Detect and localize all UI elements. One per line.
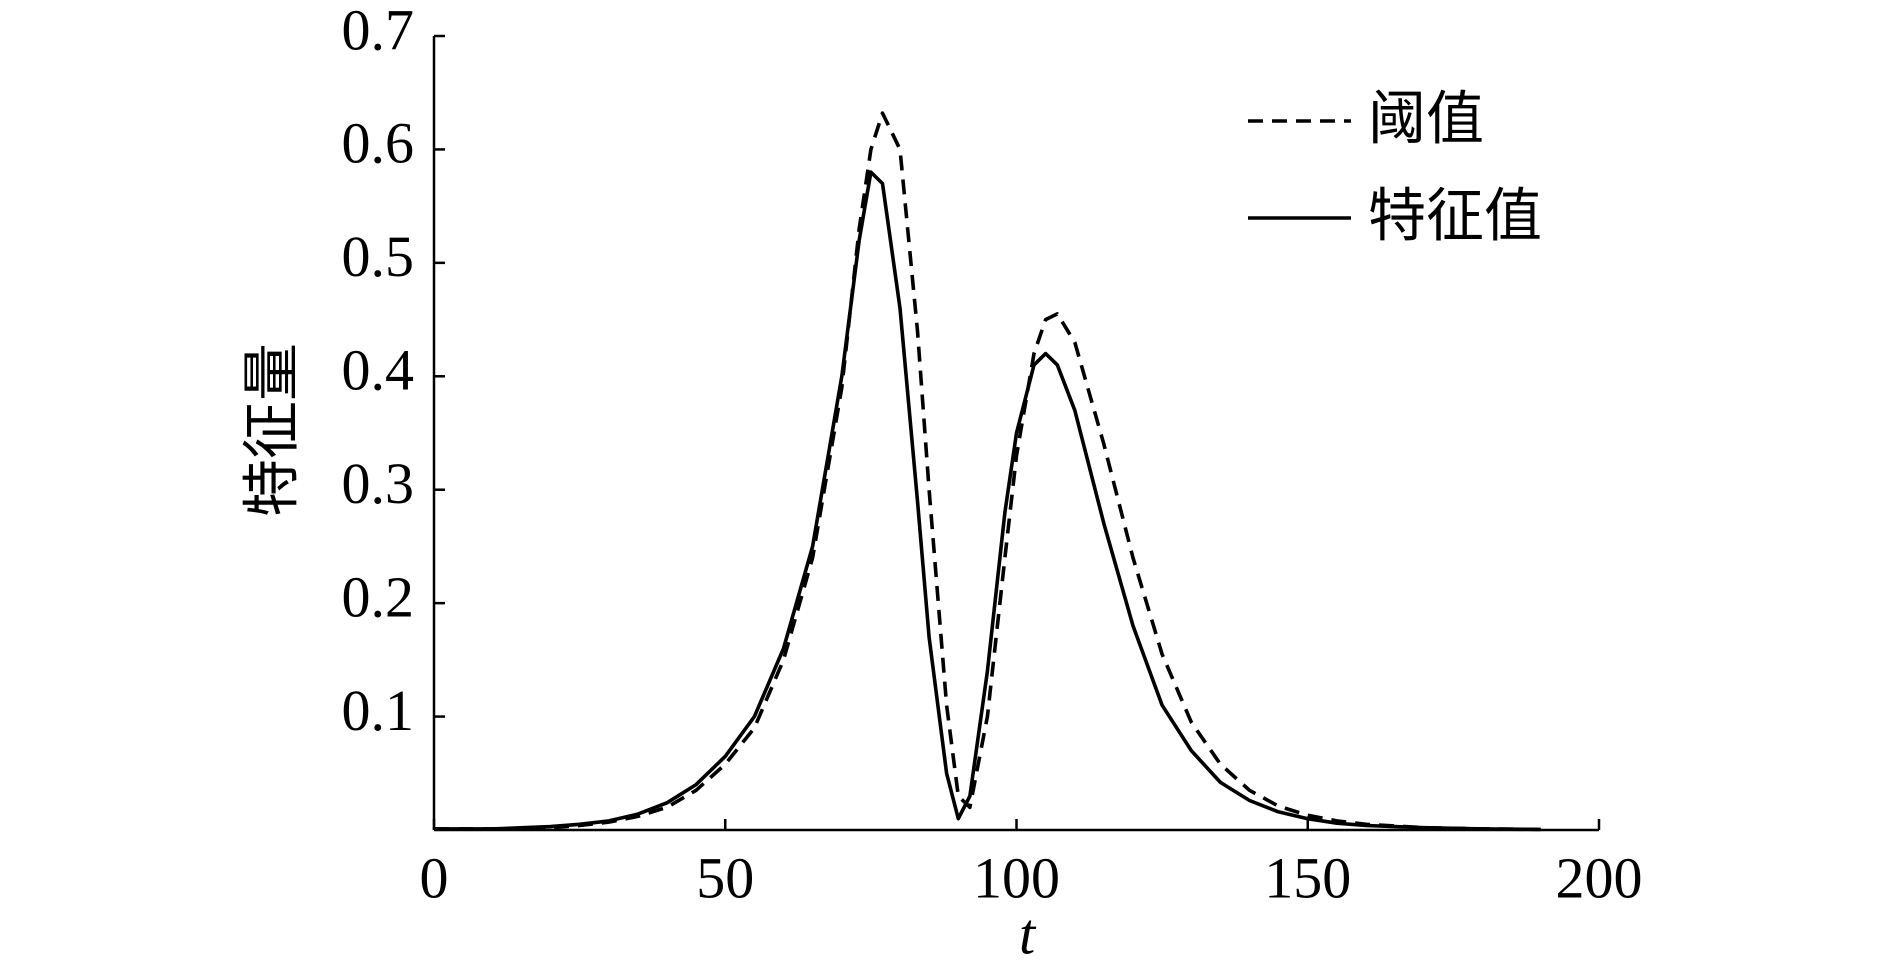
series-line	[434, 111, 1541, 832]
y-tick-label: 0.1	[342, 678, 415, 743]
legend-label: 特征值	[1368, 183, 1542, 248]
y-tick-label: 0.2	[342, 564, 415, 629]
y-tick-label: 0.4	[342, 338, 415, 403]
x-tick-label: 200	[1556, 845, 1643, 910]
y-tick-label: 0.7	[342, 0, 415, 62]
y-axis-label: 特征量	[239, 343, 304, 517]
y-tick-label: 0.6	[342, 111, 415, 176]
y-tick-label: 0.3	[342, 451, 415, 516]
x-tick-label: 50	[696, 845, 754, 910]
y-tick-label: 0.5	[342, 224, 415, 289]
x-tick-label: 100	[973, 845, 1060, 910]
x-axis-label: t	[1019, 901, 1037, 966]
legend-label: 阈值	[1368, 86, 1484, 151]
x-tick-label: 150	[1264, 845, 1351, 910]
series-line	[434, 170, 1541, 832]
x-tick-label: 0	[420, 845, 449, 910]
